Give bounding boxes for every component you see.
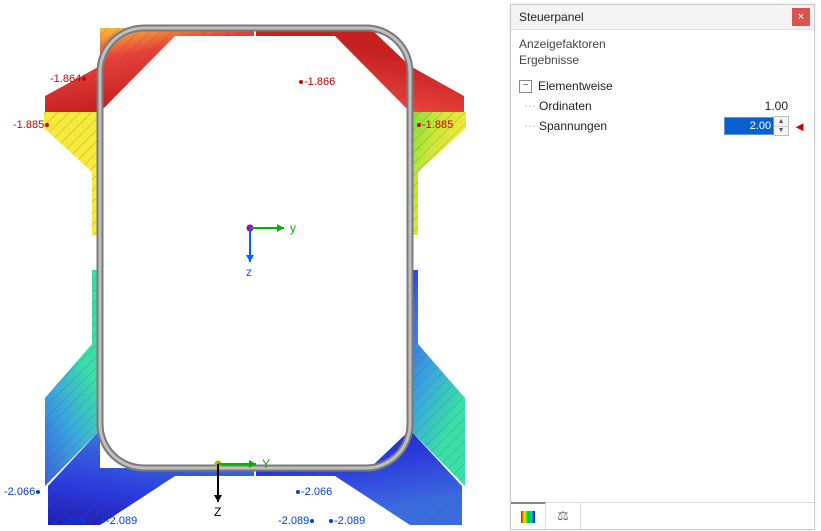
value-label: -1.864 [50,73,87,85]
arrowhead-icon [246,255,254,262]
axis-y-label: y [290,221,296,235]
value-label: -2.089 [100,515,137,527]
axis-z-label: Z [214,505,221,519]
tree-label: Spannungen [539,119,724,133]
tree-branch-icon: ⋯ [521,99,539,113]
value-label: -2.089 [50,515,87,527]
value-label: -1.866 [298,76,335,88]
panel-footer: ⚖ [511,502,814,529]
marker-dot [299,80,303,84]
marker-dot [310,519,314,523]
section-outline-inner [100,28,410,468]
tree-row-spannungen[interactable]: ⋯Spannungen ▲▼ ◄ [519,116,806,136]
tree-label: Ordinaten [539,99,718,113]
section-outline [100,28,410,468]
arrowhead-icon [277,224,284,232]
value-label: -2.066 [4,486,41,498]
active-marker-icon: ◄ [793,119,806,134]
close-icon[interactable]: × [792,8,810,26]
tree-root-label: Elementweise [538,79,806,93]
section-results[interactable]: Ergebnisse [519,52,806,68]
spin-up-icon[interactable]: ▲ [774,117,788,127]
marker-dot [329,519,333,523]
panel-titlebar: Steuerpanel × [511,5,814,30]
tab-scales[interactable]: ⚖ [546,503,581,529]
section-display-factors[interactable]: Anzeigefaktoren [519,36,806,52]
marker-dot [45,123,49,127]
marker-dot [82,77,86,81]
axis-z-label: z [246,265,252,279]
value-label: -2.089 [328,515,365,527]
marker-dot [82,519,86,523]
arrowhead-icon [214,495,222,502]
spin-down-icon[interactable]: ▼ [774,127,788,136]
value-label: -1.885 [13,119,50,131]
panel-title: Steuerpanel [519,10,792,24]
tree-elementwise: − Elementweise ⋯Ordinaten1.00⋯Spannungen… [519,76,806,136]
marker-dot [417,123,421,127]
hatch-overlay [256,28,464,112]
marker-dot [101,519,105,523]
axis-y-label: Y [262,457,270,471]
value-text: 1.00 [718,99,806,113]
tree-branch-icon: ⋯ [521,119,539,133]
palette-icon [521,511,535,523]
hatch-overlay [45,28,254,112]
value-label: -2.089 [278,515,315,527]
hatch-overlay [44,112,100,235]
collapse-icon[interactable]: − [519,80,532,93]
control-panel: Steuerpanel × Anzeigefaktoren Ergebnisse… [510,4,815,530]
tree-root-row[interactable]: − Elementweise [519,76,806,96]
value-label: -2.066 [295,486,332,498]
value-input-spannungen[interactable] [724,117,774,135]
marker-dot [36,490,40,494]
panel-body: Anzeigefaktoren Ergebnisse − Elementweis… [511,30,814,502]
marker-dot [296,490,300,494]
diagram-viewport: y z Y Z -1.864 -1.866 -1.885 -1.885 -2.066 -2.06… [0,0,500,531]
value-label: -1.885 [416,119,453,131]
tab-colors[interactable] [511,502,546,529]
tree-row-ordinaten[interactable]: ⋯Ordinaten1.00 [519,96,806,116]
spinner[interactable]: ▲▼ [774,116,789,136]
